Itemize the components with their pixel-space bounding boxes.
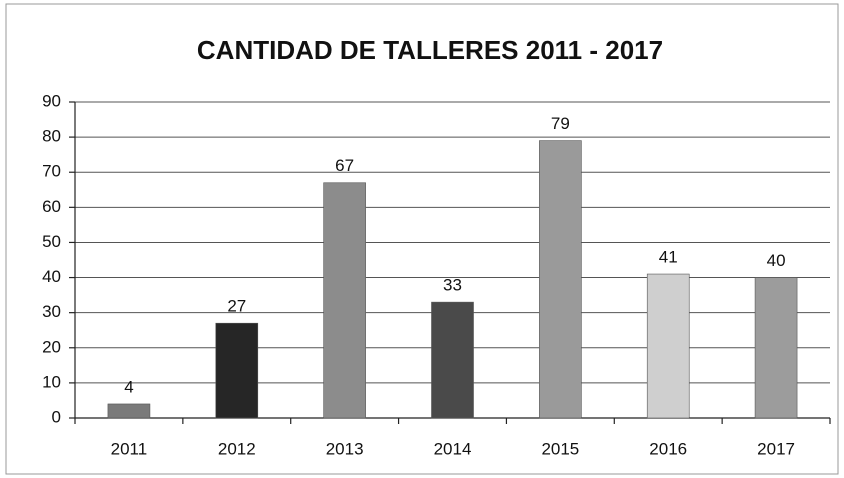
- x-tick-label: 2012: [218, 439, 256, 458]
- data-label: 33: [443, 276, 462, 295]
- data-label: 41: [659, 248, 678, 267]
- y-tick-label: 90: [42, 91, 61, 110]
- y-tick-label: 50: [42, 232, 61, 251]
- x-tick-label: 2015: [541, 439, 579, 458]
- data-label: 4: [124, 377, 133, 396]
- y-tick-label: 10: [42, 372, 61, 391]
- x-tick-label: 2014: [434, 439, 472, 458]
- x-tick-label: 2017: [757, 439, 795, 458]
- y-tick-label: 30: [42, 302, 61, 321]
- bar: [539, 140, 582, 419]
- chart-frame: [5, 3, 839, 475]
- bar: [646, 273, 690, 419]
- bar: [754, 277, 798, 419]
- y-tick-label: 80: [42, 127, 61, 146]
- bar: [215, 322, 259, 419]
- y-tick-label: 0: [52, 407, 61, 426]
- x-tick-label: 2011: [111, 439, 148, 458]
- bar: [323, 182, 366, 419]
- bar: [431, 301, 474, 419]
- data-label: 79: [551, 114, 570, 133]
- y-tick-label: 70: [42, 162, 61, 181]
- bar: [107, 403, 151, 419]
- y-tick-label: 20: [42, 337, 61, 356]
- x-tick-label: 2016: [649, 439, 687, 458]
- data-label: 67: [335, 156, 354, 175]
- data-label: 40: [767, 251, 786, 270]
- x-tick-label: 2013: [326, 439, 364, 458]
- y-tick-label: 40: [42, 267, 61, 286]
- data-label: 27: [227, 297, 246, 316]
- chart-title: CANTIDAD DE TALLERES 2011 - 2017: [197, 35, 663, 65]
- y-tick-label: 60: [42, 197, 61, 216]
